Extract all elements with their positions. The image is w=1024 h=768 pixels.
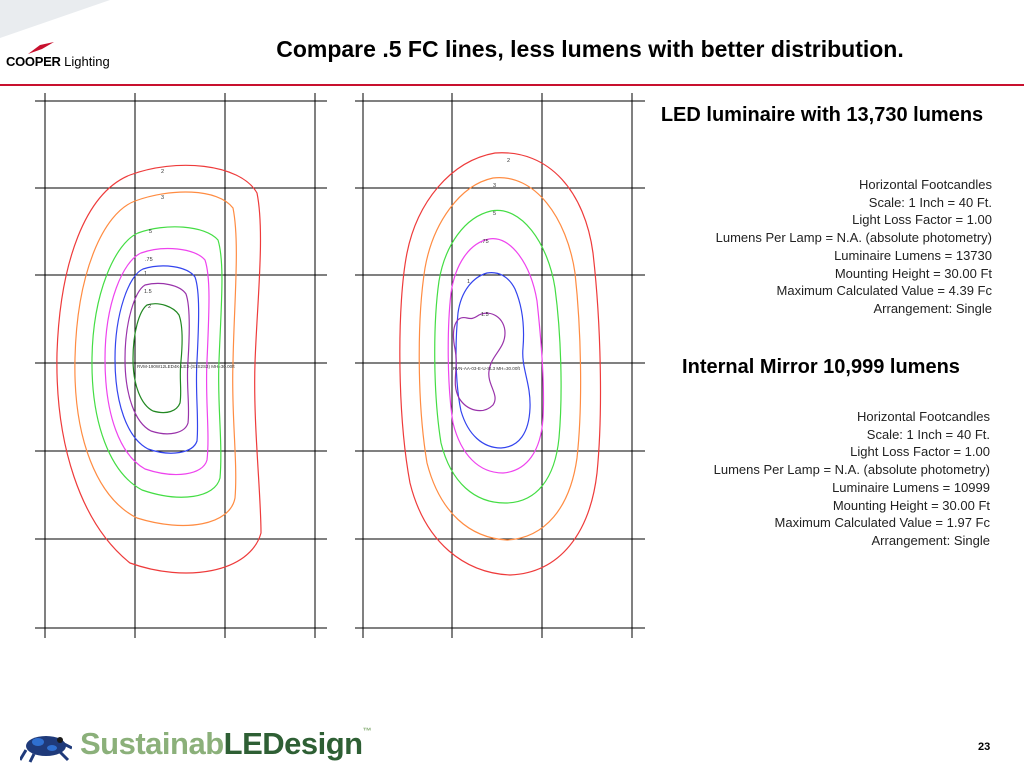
contour-label-3: 3 — [161, 195, 164, 201]
contour-label-5: 5 — [149, 229, 152, 235]
info-line: Luminaire Lumens = 13730 — [834, 247, 992, 263]
page-number: 23 — [978, 741, 991, 753]
trademark-mark: ™ — [362, 726, 372, 736]
frog-logo-icon — [20, 736, 72, 763]
slide-title: Compare .5 FC lines, less lumens with be… — [276, 36, 904, 62]
corner-decoration — [0, 0, 110, 38]
mirror-isofootcandle-plot: 2 3 5 .75 1 1.5 RVN-AA-03-E-U-SL3 MH=30.… — [355, 93, 645, 638]
led-isofootcandle-plot: 2 3 5 .75 1 1.5 2 RVM-190W12LED4K-LE3-(S… — [35, 93, 327, 638]
title-divider — [0, 84, 1024, 86]
info-line: Lumens Per Lamp = N.A. (absolute photome… — [713, 462, 990, 478]
contour-label-5: 5 — [493, 211, 496, 217]
logo-swoosh-icon — [28, 42, 54, 54]
luminaire-tag: RVN-AA-03-E-U-SL3 MH=30.00ft — [453, 366, 521, 371]
mirror-heading: Internal Mirror 10,999 lumens — [682, 356, 960, 378]
info-line: Maximum Calculated Value = 1.97 Fc — [774, 515, 990, 531]
contour-label-2: 2 — [161, 169, 164, 175]
plot-contours — [56, 164, 262, 574]
contour-label-group: 2 3 5 .75 1 1.5 2 — [144, 169, 164, 310]
sustainable-design-wordmark: SustainabLEDesign™ — [80, 726, 372, 762]
contour-label-75: .75 — [145, 257, 153, 263]
brand-bold: COOPER — [6, 54, 61, 69]
led-info-block: Horizontal Footcandles Scale: 1 Inch = 4… — [630, 176, 992, 318]
info-line: Arrangement: Single — [873, 300, 992, 316]
contour-label-1: 1 — [144, 271, 147, 277]
contour-label-2: 2 — [507, 158, 510, 164]
info-line: Light Loss Factor = 1.00 — [852, 212, 992, 228]
info-line: Mounting Height = 30.00 Ft — [834, 265, 992, 281]
info-line: Mounting Height = 30.00 Ft — [832, 497, 990, 513]
led-heading: LED luminaire with 13,730 lumens — [660, 104, 984, 126]
info-line: Light Loss Factor = 1.00 — [850, 444, 990, 460]
plot-contours — [399, 152, 602, 576]
contour-label-group: 2 3 5 .75 1 1.5 — [467, 158, 510, 318]
contour-label-1: 1 — [467, 279, 470, 285]
wordmark-part-c: esign — [284, 726, 363, 761]
contour-label-2-inner: 2 — [148, 304, 151, 310]
wordmark-part-a: Sustainab — [80, 726, 224, 761]
wordmark-part-b: LED — [223, 726, 285, 761]
info-line: Maximum Calculated Value = 4.39 Fc — [776, 283, 992, 299]
info-line: Luminaire Lumens = 10999 — [832, 479, 990, 495]
info-line: Horizontal Footcandles — [859, 177, 992, 192]
contour-label-15: 1.5 — [144, 289, 152, 295]
brand-light: Lighting — [60, 54, 110, 69]
info-line: Horizontal Footcandles — [857, 409, 990, 424]
cooper-lighting-logo: COOPER Lighting — [6, 42, 110, 69]
luminaire-tag: RVM-190W12LED4K-LE3-(S1S2S3) MH=30.00ft — [137, 364, 235, 369]
info-line: Lumens Per Lamp = N.A. (absolute photome… — [715, 230, 992, 246]
contour-label-15: 1.5 — [481, 312, 489, 318]
plot-grid — [35, 93, 327, 638]
info-line: Arrangement: Single — [871, 532, 990, 548]
info-line: Scale: 1 Inch = 40 Ft. — [868, 194, 992, 210]
contour-label-3: 3 — [493, 183, 496, 189]
info-line: Scale: 1 Inch = 40 Ft. — [866, 426, 990, 442]
mirror-info-block: Horizontal Footcandles Scale: 1 Inch = 4… — [620, 408, 990, 550]
contour-label-75: .75 — [481, 239, 489, 245]
